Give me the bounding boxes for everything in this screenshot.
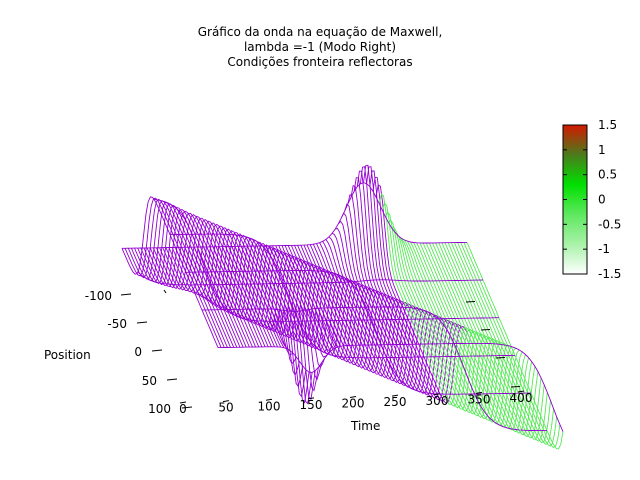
y-tick-label: 50 [142,374,157,388]
surface-mesh [121,164,564,450]
y-axis-label: Position [44,348,91,362]
y-tick-mark [151,349,163,352]
colorbar-tick-label: -1.5 [598,267,621,281]
x-tick-label: 50 [218,401,233,415]
right-tick-mark [510,386,521,388]
right-tick-mark [480,329,491,331]
position-slice-line [122,182,467,249]
y-tick-label: -50 [107,317,127,331]
y-tick-mark [181,406,193,409]
x-tick-mark [433,393,441,396]
position-slice-line [201,306,547,432]
colorbar-tick-label: 1 [598,143,606,157]
position-slice-line [137,271,484,286]
x-tick-mark [179,401,187,404]
y-tick-mark [120,293,132,296]
chart-title-line-3: Condições fronteira reflectoras [227,55,413,69]
position-slice-line [218,342,564,432]
colorbar-tick-label: 1.5 [598,118,617,132]
right-tick-mark [495,357,506,359]
corner-tick-mark [163,289,167,294]
colorbar: 1.5 1 0.5 0 -0.5 -1 -1.5 [562,118,621,281]
x-tick-label: 350 [468,392,491,406]
x-tick-mark [349,396,357,398]
chart-title-line-2: lambda =-1 (Modo Right) [243,40,397,54]
x-tick-label: 100 [258,399,281,413]
x-tick-label: 300 [426,394,449,408]
x-tick-mark [307,397,315,400]
x-tick-label: 0 [179,402,187,416]
colorbar-tick-label: 0 [598,193,606,207]
x-tick-mark [475,391,483,394]
y-tick-mark [166,378,178,381]
right-tick-mark [465,301,476,303]
x-axis-ticks: 0 50 100 150 200 250 300 350 400 [179,390,533,416]
x-tick-mark [391,394,399,397]
y-tick-label: 100 [148,402,171,416]
chart-title-line-1: Gráfico da onda na equação de Maxwell, [197,25,443,39]
y-axis-ticks: -100 -50 0 50 100 [85,289,193,416]
x-tick-label: 150 [300,398,323,412]
colorbar-tick-label: -1 [598,242,610,256]
y-tick-label: -100 [85,289,112,303]
position-slice-line [170,233,515,359]
colorbar-tick-label: -0.5 [598,217,621,231]
x-tick-mark [265,398,273,401]
y-tick-label: 0 [134,345,142,359]
colorbar-tick-label: 0.5 [598,168,617,182]
x-tick-mark [222,400,230,403]
x-axis-label: Time [351,419,381,433]
right-edge-ticks [465,301,521,388]
position-slice-line [186,270,532,395]
x-tick-label: 400 [510,391,533,405]
y-tick-mark [136,321,148,324]
x-tick-label: 250 [384,395,407,409]
x-tick-label: 200 [342,397,365,411]
x-tick-mark [517,390,525,393]
